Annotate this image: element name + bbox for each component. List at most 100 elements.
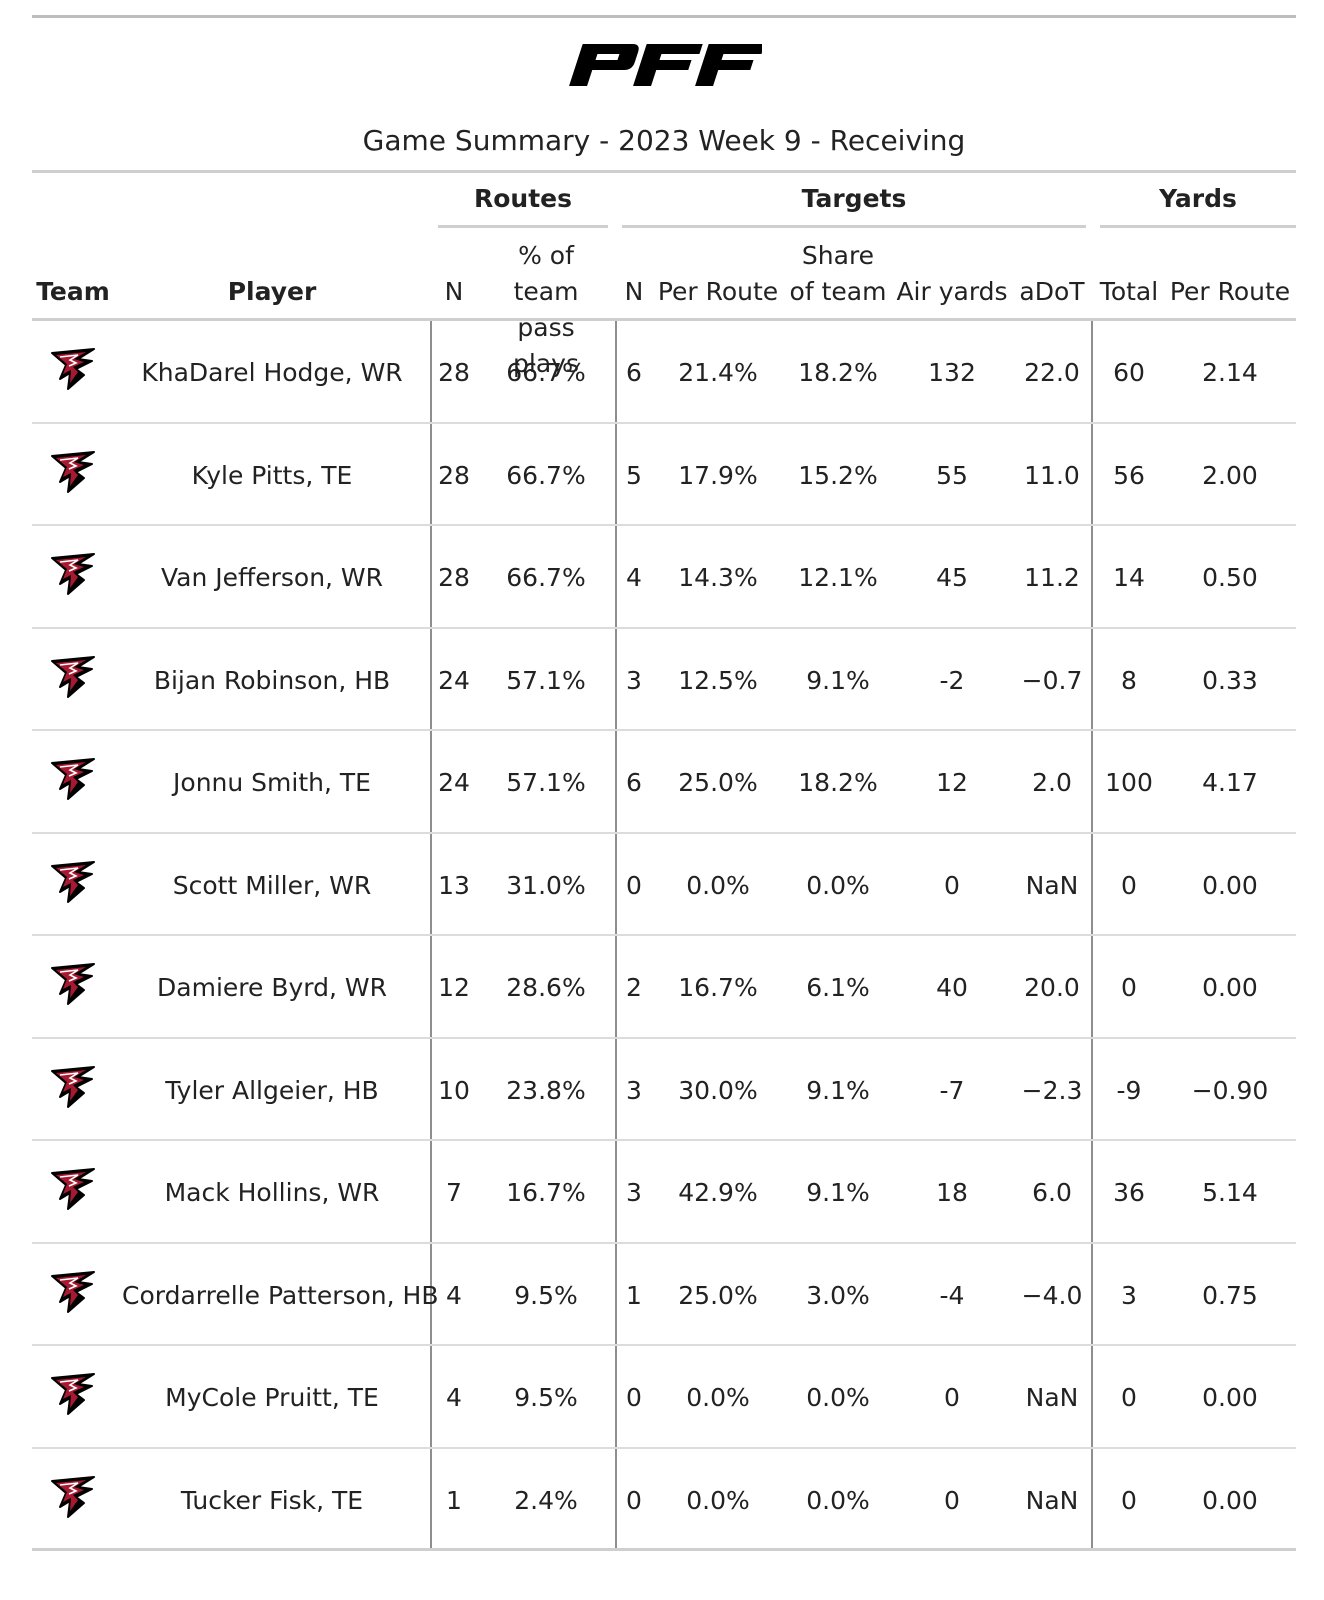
header-rule <box>32 318 1296 321</box>
cell-target-share: 18.2% <box>798 358 878 387</box>
cell-adot: −0.7 <box>1021 665 1083 695</box>
col-target-share-line1: Share <box>801 241 875 270</box>
row-divider <box>32 729 1296 731</box>
cell-yards-total: 3 <box>1121 1280 1137 1310</box>
cell-yards-total: 100 <box>1105 768 1153 797</box>
table-row: KhaDarel Hodge, WR 28 66.7% 6 21.4% 18.2% 132 2… <box>32 321 1296 424</box>
cell-adot: −2.3 <box>1021 1075 1083 1105</box>
falcons-logo-icon <box>51 553 95 595</box>
cell-yards-per-route: 0.00 <box>1202 870 1258 900</box>
cell-yards-per-route: 5.14 <box>1202 1178 1258 1207</box>
table-row: Bijan Robinson, HB 24 57.1% 3 12.5% 9.1% -2 −0.… <box>32 629 1296 731</box>
cell-air-yards: 0 <box>944 870 960 900</box>
cell-targets-n: 3 <box>626 1178 642 1207</box>
falcons-logo-icon <box>51 1065 95 1108</box>
table-row: Damiere Byrd, WR 12 28.6% 2 16.7% 6.1% 40 20.0 0… <box>32 936 1296 1039</box>
table-row: Cordarrelle Patterson, HB 4 9.5% 1 25.0% 3.0%… <box>32 1244 1296 1346</box>
spanner-yards: Yards <box>1159 184 1237 213</box>
cell-yards-per-route: 0.75 <box>1202 1280 1258 1310</box>
cell-adot: 11.2 <box>1024 563 1080 592</box>
cell-targets-per-route: 21.4% <box>678 358 758 387</box>
cell-target-share: 0.0% <box>806 1383 870 1412</box>
cell-routes-pct: 66.7% <box>506 358 586 387</box>
table-row: MyCole Pruitt, TE 4 9.5% 0 0.0% 0.0% 0 NaN 0 0.00 <box>32 1346 1296 1449</box>
cell-routes-pct: 16.7% <box>506 1178 586 1207</box>
cell-yards-total: 60 <box>1113 358 1145 387</box>
falcons-logo-icon <box>51 1475 95 1518</box>
cell-yards-total: 0 <box>1121 870 1137 900</box>
cell-yards-total: -9 <box>1116 1075 1142 1105</box>
cell-targets-n: 5 <box>626 460 642 490</box>
cell-targets-per-route: 30.0% <box>678 1075 758 1105</box>
cell-player-name: MyCole Pruitt, TE <box>165 1383 379 1412</box>
cell-routes-n: 10 <box>438 1075 470 1105</box>
cell-routes-pct: 31.0% <box>506 870 586 900</box>
cell-player-name: KhaDarel Hodge, WR <box>141 358 403 387</box>
row-divider <box>32 1036 1296 1039</box>
row-divider <box>32 524 1296 526</box>
cell-routes-n: 13 <box>438 870 470 900</box>
cell-routes-n: 28 <box>438 358 470 387</box>
cell-air-yards: -2 <box>939 665 965 695</box>
row-divider <box>32 1344 1296 1346</box>
col-air-yards: Air yards <box>896 277 1008 306</box>
cell-yards-per-route: 0.00 <box>1202 1485 1258 1515</box>
cell-adot: NaN <box>1025 870 1079 900</box>
cell-target-share: 15.2% <box>798 460 878 490</box>
title-rule <box>32 170 1296 173</box>
table-row: Scott Miller, WR 13 31.0% 0 0.0% 0.0% 0 NaN 0 0.0… <box>32 834 1296 936</box>
col-routes-pct-line2: pass plays <box>513 313 579 378</box>
cell-adot: NaN <box>1025 1383 1079 1412</box>
cell-routes-pct: 66.7% <box>506 563 586 592</box>
cell-yards-total: 8 <box>1121 665 1137 695</box>
spanner-targets-rule <box>622 225 1086 228</box>
falcons-logo-icon <box>51 1168 95 1210</box>
falcons-logo-icon <box>51 450 95 493</box>
cell-air-yards: -7 <box>939 1075 965 1105</box>
cell-targets-per-route: 14.3% <box>678 563 758 592</box>
cell-yards-per-route: 0.33 <box>1202 665 1258 695</box>
cell-yards-total: 0 <box>1121 973 1137 1002</box>
falcons-logo-icon <box>51 758 95 800</box>
table-row: Kyle Pitts, TE 28 66.7% 5 17.9% 15.2% 55 11.0 56… <box>32 424 1296 526</box>
cell-player-name: Bijan Robinson, HB <box>153 665 391 695</box>
spanner-yards-rule <box>1100 225 1296 228</box>
cell-targets-per-route: 0.0% <box>686 870 750 900</box>
cell-target-share: 9.1% <box>806 1178 870 1207</box>
cell-routes-n: 24 <box>438 665 470 695</box>
col-routes-pct-line1: % of team <box>513 241 579 306</box>
cell-targets-n: 0 <box>626 1383 642 1412</box>
bottom-rule <box>32 1548 1296 1551</box>
cell-player-name: Van Jefferson, WR <box>160 563 384 592</box>
cell-targets-n: 3 <box>626 665 642 695</box>
cell-adot: 20.0 <box>1024 973 1080 1002</box>
cell-yards-total: 56 <box>1113 460 1145 490</box>
cell-routes-pct: 28.6% <box>506 973 586 1002</box>
table-row: Tucker Fisk, TE 1 2.4% 0 0.0% 0.0% 0 NaN 0 0.00 <box>32 1449 1296 1552</box>
falcons-logo-icon <box>51 860 95 903</box>
col-adot: aDoT <box>1019 277 1085 306</box>
cell-air-yards: 0 <box>944 1383 960 1412</box>
cell-routes-pct: 23.8% <box>506 1075 586 1105</box>
cell-yards-total: 0 <box>1121 1485 1137 1515</box>
pff-logo-icon <box>569 44 762 86</box>
cell-yards-per-route: 0.50 <box>1202 563 1258 592</box>
cell-target-share: 18.2% <box>798 768 878 797</box>
col-yards-total: Total <box>1099 277 1159 306</box>
cell-yards-per-route: 0.00 <box>1202 973 1258 1002</box>
cell-routes-n: 28 <box>438 563 470 592</box>
table-row: Van Jefferson, WR 28 66.7% 4 14.3% 12.1% 45 11.… <box>32 526 1296 629</box>
cell-routes-n: 7 <box>446 1178 462 1207</box>
spanner-routes-rule <box>438 225 608 228</box>
cell-routes-n: 28 <box>438 460 470 490</box>
cell-targets-n: 2 <box>626 973 642 1002</box>
cell-target-share: 0.0% <box>806 870 870 900</box>
col-target-share: Share of team <box>788 238 888 310</box>
cell-air-yards: -4 <box>939 1280 965 1310</box>
cell-targets-n: 6 <box>626 358 642 387</box>
cell-yards-per-route: −0.90 <box>1191 1075 1269 1105</box>
cell-adot: 22.0 <box>1024 358 1080 387</box>
cell-routes-pct: 9.5% <box>514 1280 578 1310</box>
col-routes-n: N <box>444 277 464 306</box>
falcons-logo-icon <box>51 348 95 390</box>
